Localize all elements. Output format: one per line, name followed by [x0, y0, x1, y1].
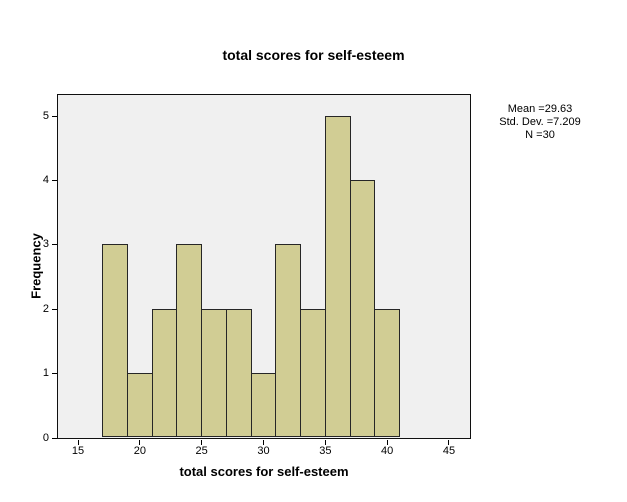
x-tick-mark: [263, 439, 264, 445]
chart-title: total scores for self-esteem: [222, 47, 405, 63]
histogram-bar: [201, 308, 227, 438]
stat-mean: Mean =29.63: [507, 103, 573, 115]
y-tick-mark: [51, 244, 57, 246]
y-tick-label: 3: [42, 238, 49, 251]
histogram-bar: [225, 308, 252, 438]
y-tick-label: 5: [42, 109, 49, 122]
y-tick-mark: [51, 437, 57, 439]
x-tick-label: 25: [195, 445, 208, 457]
x-tick-label: 15: [71, 445, 85, 457]
stat-n: N =30: [525, 129, 555, 141]
stats-legend: Mean =29.63 Std. Dev. =7.209 N =30: [453, 103, 627, 142]
histogram-bar: [102, 244, 128, 438]
x-axis-title: total scores for self-esteem: [179, 464, 349, 479]
y-tick-label: 4: [42, 174, 49, 187]
y-tick-label: 2: [42, 302, 49, 315]
y-tick-mark: [51, 308, 57, 310]
x-tick-mark: [386, 439, 388, 445]
histogram-bar: [349, 180, 376, 438]
histogram-bar: [151, 308, 178, 438]
x-tick-mark: [77, 439, 79, 445]
y-tick-mark: [51, 373, 57, 375]
x-tick-mark: [139, 439, 141, 445]
stat-stddev: Std. Dev. =7.209: [499, 116, 581, 128]
y-tick-mark: [51, 115, 57, 117]
x-tick-mark: [324, 439, 326, 445]
x-tick-label: 40: [381, 445, 394, 457]
x-tick-label: 30: [257, 445, 270, 457]
x-tick-label: 35: [319, 445, 332, 457]
histogram-bar: [250, 373, 277, 438]
histogram-bar: [176, 244, 203, 438]
histogram-bar: [300, 308, 326, 438]
histogram-bar: [374, 308, 400, 438]
x-tick-mark: [448, 439, 450, 445]
x-tick-label: 45: [442, 445, 456, 457]
y-tick-mark: [51, 180, 57, 182]
x-tick-mark: [201, 439, 203, 445]
y-tick-label: 0: [42, 431, 49, 444]
histogram-bar: [324, 115, 351, 438]
x-tick-label: 20: [133, 445, 146, 457]
plot-area: [56, 93, 471, 439]
y-tick-label: 1: [42, 367, 49, 380]
histogram-bar: [275, 244, 302, 438]
histogram-bar: [126, 373, 153, 438]
